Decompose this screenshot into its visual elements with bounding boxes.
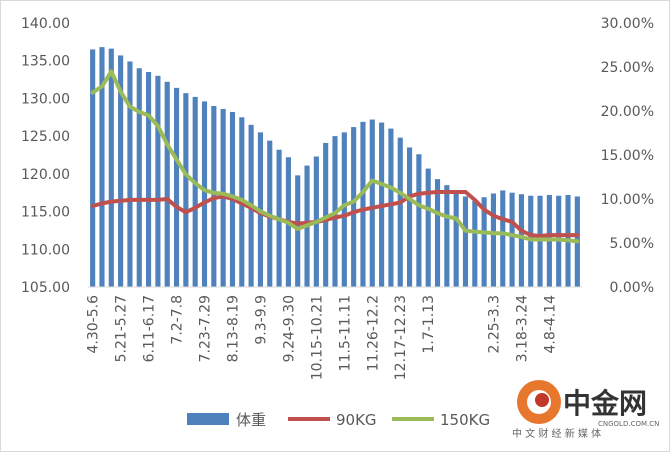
x-tick-label: 7.23-7.29 xyxy=(198,295,214,362)
bar-weight xyxy=(323,142,329,287)
bar-weight xyxy=(407,147,413,287)
x-tick-label: 7.2-7.8 xyxy=(170,295,186,345)
bar-weight xyxy=(518,194,524,287)
bar-weight xyxy=(136,68,142,287)
logo: 中金网 中 文 财 经 新 媒 体 CNGOLD.COM.CN xyxy=(512,380,659,440)
logo-subtitle: 中 文 财 经 新 媒 体 xyxy=(512,427,601,440)
bar-weight xyxy=(99,47,105,287)
bar-weight xyxy=(118,55,124,288)
bar-weight xyxy=(90,49,96,288)
legend: 体重 90KG 150KG xyxy=(187,411,490,429)
y-left-tick-label: 130.00 xyxy=(21,91,70,107)
legend-label-150kg: 150KG xyxy=(440,411,490,429)
line-series-group xyxy=(90,69,580,244)
bar-weight xyxy=(369,119,375,287)
x-tick-label: 9.24-9.30 xyxy=(281,295,297,362)
bar-weight xyxy=(192,96,198,287)
x-axis: 4.30-5.6 5.21-5.27 6.11-6.17 7.2-7.8 7.23-7.… xyxy=(86,295,559,380)
bar-weight xyxy=(341,132,347,287)
y-left-tick-label: 125.00 xyxy=(21,129,70,145)
y-left-tick-label: 110.00 xyxy=(21,242,70,258)
bar-weight xyxy=(481,197,487,287)
x-tick-label: 10.15-10.21 xyxy=(309,295,325,380)
legend-label-weight: 体重 xyxy=(236,411,266,429)
left-axis: 105.00 110.00 115.00 120.00 125.00 130.00 135.… xyxy=(21,16,70,296)
bar-weight xyxy=(490,193,497,287)
bar-weight xyxy=(108,48,114,287)
x-tick-label: 6.11-6.17 xyxy=(142,295,158,362)
x-tick-label: 5.21-5.27 xyxy=(114,295,130,362)
bar-weight xyxy=(425,168,431,287)
x-tick-label: 9.3-9.9 xyxy=(253,295,269,345)
bar-weight xyxy=(201,101,208,288)
y-right-tick-label: 15.00% xyxy=(601,148,654,164)
bar-weight xyxy=(127,61,133,288)
bar-weight xyxy=(155,75,161,287)
x-tick-label: 11.5-11.11 xyxy=(337,295,353,371)
bar-weight xyxy=(509,192,515,287)
x-tick-label: 1.7-1.13 xyxy=(421,295,437,354)
y-right-tick-label: 20.00% xyxy=(601,104,654,120)
bar-weight xyxy=(351,127,357,287)
logo-name: 中金网 xyxy=(563,387,647,420)
x-tick-label: 3.18-3.24 xyxy=(514,295,530,362)
bar-weight xyxy=(360,121,366,287)
x-tick-label: 8.13-8.19 xyxy=(225,295,241,362)
right-axis: 0.00% 5.00% 10.00% 15.00% 20.00% 25.00% 30.00% xyxy=(601,16,654,296)
bar-weight xyxy=(164,81,170,287)
y-right-tick-label: 25.00% xyxy=(601,60,654,76)
y-left-tick-label: 115.00 xyxy=(21,205,70,221)
x-tick-label: 2.25-3.3 xyxy=(486,295,502,354)
y-right-tick-label: 30.00% xyxy=(601,16,654,32)
bar-weight xyxy=(295,175,301,287)
y-left-tick-label: 140.00 xyxy=(21,16,70,32)
x-tick-label: 12.17-12.23 xyxy=(393,295,409,380)
y-left-tick-label: 135.00 xyxy=(21,54,70,70)
y-right-tick-label: 0.00% xyxy=(610,280,654,296)
y-left-tick-label: 105.00 xyxy=(21,280,70,296)
bar-weight xyxy=(453,190,459,287)
x-tick-label: 4.8-4.14 xyxy=(542,295,558,354)
bar-weight xyxy=(500,190,506,287)
logo-url: CNGOLD.COM.CN xyxy=(598,420,659,428)
x-tick-label: 4.30-5.6 xyxy=(86,295,102,354)
bar-weight xyxy=(397,137,403,287)
line-series-150kg xyxy=(90,69,580,244)
legend-swatch-weight xyxy=(187,413,229,425)
bar-weight xyxy=(472,201,478,287)
bar-weight xyxy=(388,128,394,287)
logo-emblem-core xyxy=(535,393,549,407)
y-left-tick-label: 120.00 xyxy=(21,167,70,183)
bar-weight xyxy=(183,93,189,287)
legend-label-90kg: 90KG xyxy=(336,411,377,429)
x-tick-label: 11.26-12.2 xyxy=(365,295,381,371)
bar-weight xyxy=(416,154,422,287)
y-right-tick-label: 5.00% xyxy=(610,236,654,252)
line-series-90kg xyxy=(90,190,580,238)
bar-weight xyxy=(444,185,450,287)
bar-weight xyxy=(173,87,180,288)
y-right-tick-label: 10.00% xyxy=(601,192,654,208)
bar-weight xyxy=(146,72,152,288)
bar-weight xyxy=(462,196,469,287)
bar-weight xyxy=(434,179,441,287)
